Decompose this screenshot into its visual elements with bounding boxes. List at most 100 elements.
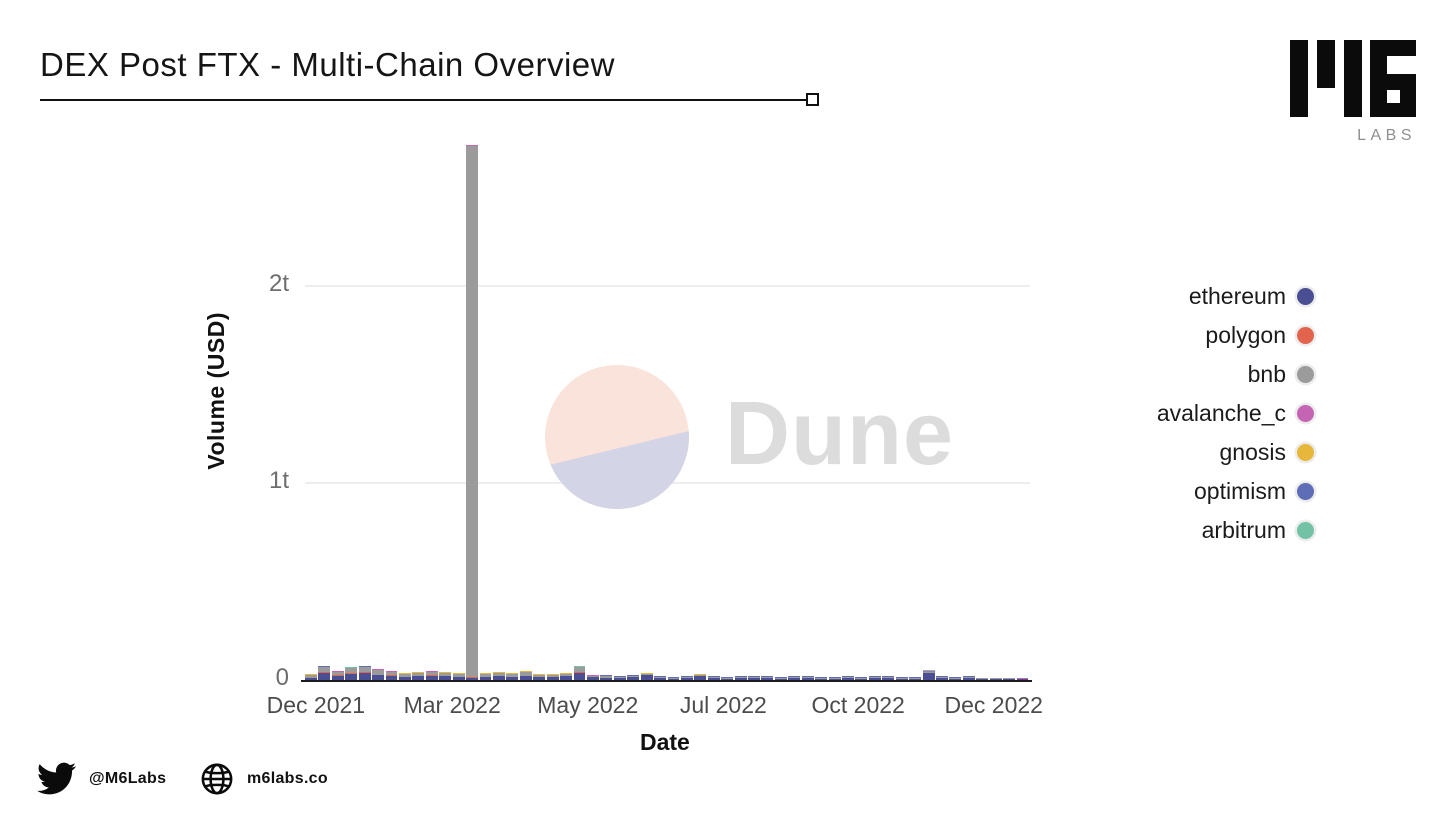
bar-stack[interactable] (748, 676, 760, 680)
bar-stack[interactable] (895, 677, 908, 680)
bar-segment-bnb[interactable] (989, 678, 1002, 679)
bar-stack[interactable] (1003, 677, 1016, 680)
bar-stack[interactable] (1016, 677, 1029, 680)
bar-stack[interactable] (358, 665, 371, 680)
bar-segment-bnb[interactable] (613, 676, 626, 678)
bar-stack[interactable] (815, 677, 828, 680)
bar-stack[interactable] (868, 676, 881, 680)
bar-segment-polygon[interactable] (358, 672, 371, 673)
bar-segment-polygon[interactable] (573, 672, 586, 674)
bar-segment-bnb[interactable] (573, 667, 586, 673)
bar-segment-bnb[interactable] (358, 667, 371, 673)
bar-stack[interactable] (855, 677, 868, 680)
bar-segment-ethereum[interactable] (439, 676, 452, 680)
bar-stack[interactable] (667, 677, 680, 680)
bar-segment-ethereum[interactable] (466, 678, 479, 680)
bar-segment-bnb[interactable] (707, 676, 720, 678)
bar-segment-ethereum[interactable] (506, 677, 519, 680)
bar-segment-ethereum[interactable] (398, 677, 411, 680)
bar-stack[interactable] (707, 676, 720, 680)
bar-segment-bnb[interactable] (452, 673, 465, 677)
footer-twitter[interactable]: @M6Labs (37, 759, 166, 798)
bar-segment-ethereum[interactable] (318, 672, 331, 680)
legend-item-arbitrum[interactable]: arbitrum (1202, 517, 1314, 543)
bar-segment-ethereum[interactable] (774, 679, 787, 680)
bar-segment-bnb[interactable] (721, 677, 734, 679)
bar-segment-bnb[interactable] (895, 677, 908, 679)
bar-segment-ethereum[interactable] (600, 678, 613, 680)
bar-segment-ethereum[interactable] (412, 676, 425, 680)
bar-segment-polygon[interactable] (385, 675, 398, 677)
bar-segment-bnb[interactable] (519, 671, 532, 676)
bar-segment-ethereum[interactable] (1003, 679, 1016, 680)
bar-segment-ethereum[interactable] (882, 678, 895, 680)
bar-segment-ethereum[interactable] (949, 679, 962, 680)
bar-stack[interactable] (506, 673, 519, 680)
bar-stack[interactable] (425, 670, 438, 680)
bar-segment-ethereum[interactable] (586, 677, 599, 680)
bar-stack[interactable] (479, 673, 492, 680)
bar-segment-ethereum[interactable] (640, 675, 653, 680)
bar-segment-polygon[interactable] (466, 677, 479, 679)
bar-segment-bnb[interactable] (909, 677, 922, 679)
bar-stack[interactable] (613, 676, 626, 680)
bar-stack[interactable] (976, 677, 989, 680)
bar-segment-ethereum[interactable] (694, 676, 707, 680)
bar-segment-bnb[interactable] (748, 676, 760, 678)
footer-website[interactable]: m6labs.co (200, 762, 328, 796)
bar-segment-ethereum[interactable] (828, 679, 841, 680)
bar-segment-bnb[interactable] (412, 672, 425, 676)
bar-segment-bnb[interactable] (868, 676, 881, 678)
bar-segment-ethereum[interactable] (748, 678, 760, 680)
bar-segment-ethereum[interactable] (761, 678, 774, 680)
bar-segment-ethereum[interactable] (707, 678, 720, 680)
bar-segment-ethereum[interactable] (721, 679, 734, 680)
bar-stack[interactable] (331, 670, 344, 680)
bar-segment-bnb[interactable] (466, 145, 479, 678)
bar-stack[interactable] (318, 665, 331, 680)
bar-segment-bnb[interactable] (439, 672, 452, 676)
bar-stack[interactable] (345, 667, 358, 680)
bar-segment-bnb[interactable] (761, 676, 774, 678)
bar-segment-ethereum[interactable] (895, 679, 908, 680)
bar-segment-bnb[interactable] (949, 677, 962, 679)
bar-segment-bnb[interactable] (694, 674, 707, 676)
bar-segment-bnb[interactable] (627, 675, 640, 677)
bar-segment-bnb[interactable] (385, 671, 398, 676)
bar-segment-ethereum[interactable] (734, 678, 747, 680)
bar-segment-ethereum[interactable] (479, 677, 492, 680)
bar-stack[interactable] (560, 673, 572, 680)
bar-segment-ethereum[interactable] (922, 672, 935, 680)
bar-stack[interactable] (546, 674, 559, 680)
bar-segment-bnb[interactable] (882, 676, 895, 678)
bar-segment-bnb[interactable] (815, 677, 828, 679)
bar-stack[interactable] (573, 666, 586, 680)
legend-item-optimism[interactable]: optimism (1194, 478, 1314, 504)
bar-segment-polygon[interactable] (318, 671, 331, 673)
bar-segment-ethereum[interactable] (868, 678, 881, 680)
bar-stack[interactable] (962, 676, 975, 680)
bar-stack[interactable] (466, 144, 479, 680)
bar-segment-bnb[interactable] (560, 673, 572, 676)
bar-segment-ethereum[interactable] (613, 678, 626, 680)
bar-segment-bnb[interactable] (667, 677, 680, 679)
bar-stack[interactable] (398, 673, 411, 680)
bar-segment-ethereum[interactable] (560, 676, 572, 680)
bar-segment-ethereum[interactable] (815, 679, 828, 680)
bar-segment-bnb[interactable] (479, 673, 492, 677)
bar-segment-bnb[interactable] (640, 673, 653, 675)
legend-item-ethereum[interactable]: ethereum (1189, 283, 1314, 309)
bar-segment-bnb[interactable] (922, 671, 935, 673)
bar-segment-ethereum[interactable] (936, 678, 948, 680)
bar-segment-ethereum[interactable] (788, 678, 801, 680)
bar-segment-bnb[interactable] (734, 676, 747, 678)
bar-segment-bnb[interactable] (533, 674, 546, 677)
bar-segment-bnb[interactable] (318, 667, 331, 672)
bar-stack[interactable] (640, 672, 653, 680)
bar-segment-ethereum[interactable] (989, 679, 1002, 680)
bar-segment-ethereum[interactable] (452, 677, 465, 680)
bar-stack[interactable] (372, 668, 385, 680)
bar-segment-ethereum[interactable] (1016, 679, 1029, 680)
bar-stack[interactable] (305, 674, 317, 680)
bar-stack[interactable] (922, 670, 935, 680)
